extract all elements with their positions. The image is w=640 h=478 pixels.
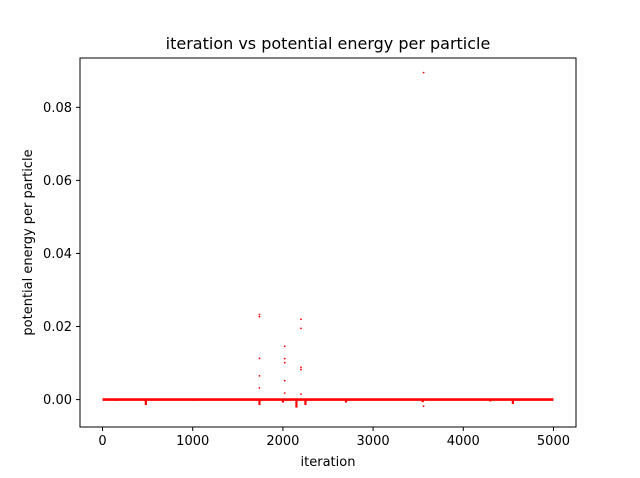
data-point xyxy=(300,318,302,321)
data-point xyxy=(300,327,302,330)
data-point xyxy=(258,313,261,316)
data-point xyxy=(258,374,261,377)
data-point xyxy=(283,361,286,364)
x-axis: 0 1000 2000 3000 4000 5000 xyxy=(98,427,570,449)
data-point xyxy=(422,71,425,74)
x-tick-label: 4000 xyxy=(447,434,480,449)
data-point xyxy=(300,393,302,396)
y-axis-label: potential energy per particle xyxy=(21,149,36,335)
x-tick-label: 0 xyxy=(98,434,106,449)
y-axis: 0.00 0.02 0.04 0.06 0.08 xyxy=(43,101,80,408)
x-tick-label: 5000 xyxy=(537,434,570,449)
data-point xyxy=(283,345,286,348)
x-tick-label: 3000 xyxy=(357,434,390,449)
chart-title: iteration vs potential energy per partic… xyxy=(166,34,491,53)
data-point xyxy=(283,357,286,360)
x-tick-label: 2000 xyxy=(266,434,299,449)
data-point xyxy=(258,315,261,318)
data-point xyxy=(283,379,286,382)
data-point xyxy=(258,387,261,389)
plot-marks xyxy=(102,71,554,408)
data-point xyxy=(258,357,261,360)
y-tick-label: 0.06 xyxy=(43,174,72,189)
data-point xyxy=(283,392,286,394)
y-tick-label: 0.00 xyxy=(43,393,72,408)
y-tick-label: 0.08 xyxy=(43,101,72,116)
data-point xyxy=(300,366,302,369)
data-point xyxy=(422,405,425,408)
data-point xyxy=(300,368,302,371)
x-axis-label: iteration xyxy=(301,455,356,470)
x-tick-label: 1000 xyxy=(176,434,209,449)
y-tick-label: 0.02 xyxy=(43,320,72,335)
plot-frame xyxy=(79,57,577,428)
y-tick-label: 0.04 xyxy=(43,247,72,262)
